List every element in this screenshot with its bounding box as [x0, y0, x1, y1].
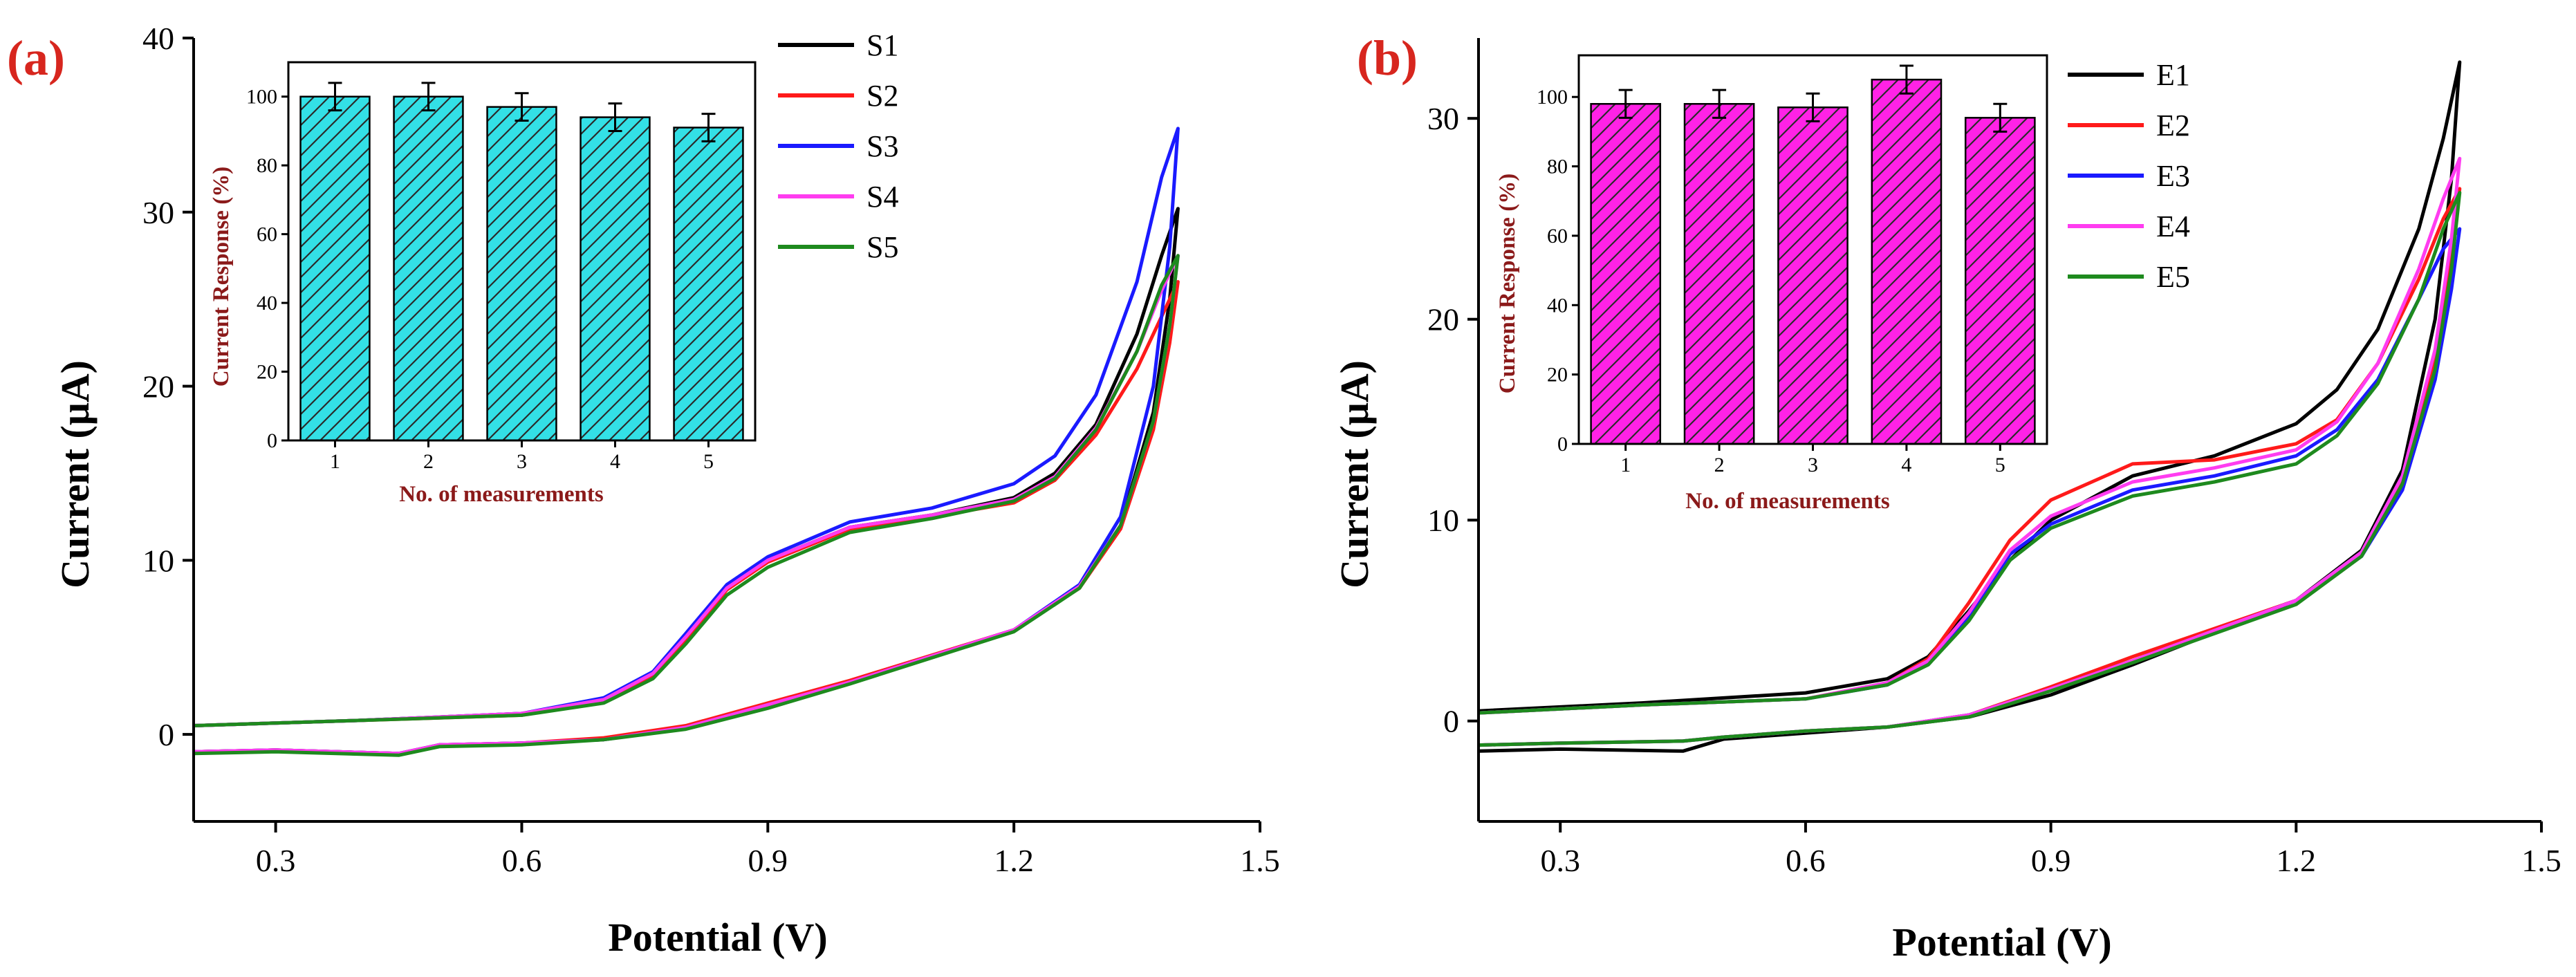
inset-frame [287, 61, 757, 442]
panel-a: (a) Current (μA) Potential (V) 0.3 0.6 0.9… [7, 21, 1280, 960]
inset-y-tick-label: 100 [1537, 86, 1568, 109]
inset-bar [1871, 78, 1943, 445]
y-tick-label: 10 [142, 543, 174, 578]
x-tick-label: 0.3 [1540, 843, 1580, 878]
inset-x-tick-label: 1 [330, 450, 340, 473]
series-line-s5 [193, 254, 1180, 757]
inset-bar [1777, 106, 1848, 445]
legend-label-e5: E5 [2156, 260, 2190, 294]
legend-label-s2: S2 [867, 79, 898, 113]
legend-label-s4: S4 [867, 180, 898, 214]
y-tick-label: 40 [142, 21, 174, 56]
y-tick-label: 20 [1427, 302, 1459, 337]
y-axis-title: Current (μA) [1332, 360, 1377, 588]
x-tick-label: 0.9 [2031, 843, 2071, 878]
x-axis-title: Potential (V) [608, 915, 827, 960]
inset-y-tick-label: 60 [257, 223, 277, 246]
legend-label-s3: S3 [867, 129, 898, 163]
inset-y-tick-label: 0 [267, 429, 277, 452]
inset-y-tick-label: 20 [257, 361, 277, 384]
y-axis-title: Current (μA) [53, 360, 98, 588]
x-tick-label: 0.6 [1786, 843, 1826, 878]
inset-y-tick-label: 60 [1547, 225, 1568, 248]
inset-y-tick-label: 100 [246, 86, 277, 109]
inset-y-tick-label: 80 [257, 154, 277, 177]
inset-bar [393, 95, 464, 442]
x-tick-label: 0.9 [748, 843, 788, 878]
inset-x-tick-label: 2 [423, 450, 434, 473]
y-tick-label: 10 [1427, 503, 1459, 538]
inset-bar [1590, 103, 1662, 445]
legend-label-e4: E4 [2156, 210, 2190, 243]
inset-y-axis-title: Current Response (%) [1495, 174, 1520, 393]
inset-x-axis-title: No. of measurements [1685, 489, 1890, 514]
y-tick-label: 0 [158, 717, 174, 752]
inset-frame [1577, 54, 2048, 445]
inset-x-tick-label: 4 [1901, 454, 1911, 476]
x-tick-label: 0.6 [502, 843, 542, 878]
x-tick-label: 1.5 [2521, 843, 2561, 878]
inset-x-tick-label: 5 [703, 450, 714, 473]
inset-bar [673, 127, 744, 442]
inset-y-tick-label: 0 [1557, 433, 1568, 456]
inset-bar [1964, 117, 2036, 445]
inset-y-tick-label: 40 [1547, 294, 1568, 317]
inset-b: Current Response (%) No. of measurements… [1495, 54, 2048, 514]
inset-y-tick-label: 80 [1547, 156, 1568, 178]
y-tick-label: 20 [142, 369, 174, 404]
inset-x-tick-label: 3 [517, 450, 527, 473]
inset-x-axis-title: No. of measurements [399, 482, 604, 507]
inset-x-tick-label: 3 [1808, 454, 1818, 476]
inset-y-tick-label: 40 [257, 292, 277, 315]
inset-bar [1683, 103, 1755, 445]
inset-bar [580, 116, 651, 442]
legend-label-e1: E1 [2156, 58, 2190, 92]
x-tick-label: 1.5 [1240, 843, 1280, 878]
inset-bar [486, 106, 557, 442]
y-tick-label: 0 [1443, 704, 1459, 739]
series-line-e5 [1478, 191, 2462, 747]
legend-label-e3: E3 [2156, 159, 2190, 193]
legend-a: S1 S2 S3 S4 S5 [778, 28, 898, 264]
y-tick-label: 30 [1427, 101, 1459, 136]
legend-b: E1 E2 E3 E4 E5 [2068, 58, 2190, 294]
inset-bar [299, 95, 371, 442]
inset-x-tick-label: 2 [1714, 454, 1725, 476]
x-tick-label: 1.2 [2277, 843, 2317, 878]
panel-label: (a) [7, 30, 65, 86]
panel-label: (b) [1357, 30, 1418, 86]
legend-label-s5: S5 [867, 230, 898, 264]
legend-label-e2: E2 [2156, 109, 2190, 142]
inset-x-tick-label: 5 [1995, 454, 2005, 476]
x-tick-label: 0.3 [256, 843, 296, 878]
inset-x-tick-label: 4 [610, 450, 620, 473]
x-tick-label: 1.2 [994, 843, 1034, 878]
inset-x-tick-label: 1 [1620, 454, 1631, 476]
inset-a: Current Response (%) No. of measurements… [209, 61, 757, 507]
y-tick-label: 30 [142, 195, 174, 230]
inset-y-tick-label: 20 [1547, 364, 1568, 387]
legend-label-s1: S1 [867, 28, 898, 62]
x-axis-title: Potential (V) [1892, 920, 2111, 965]
panel-b: (b) Current (μA) Potential (V) 0.3 0.6 0.9… [1332, 30, 2561, 965]
inset-y-axis-title: Current Response (%) [209, 167, 234, 387]
